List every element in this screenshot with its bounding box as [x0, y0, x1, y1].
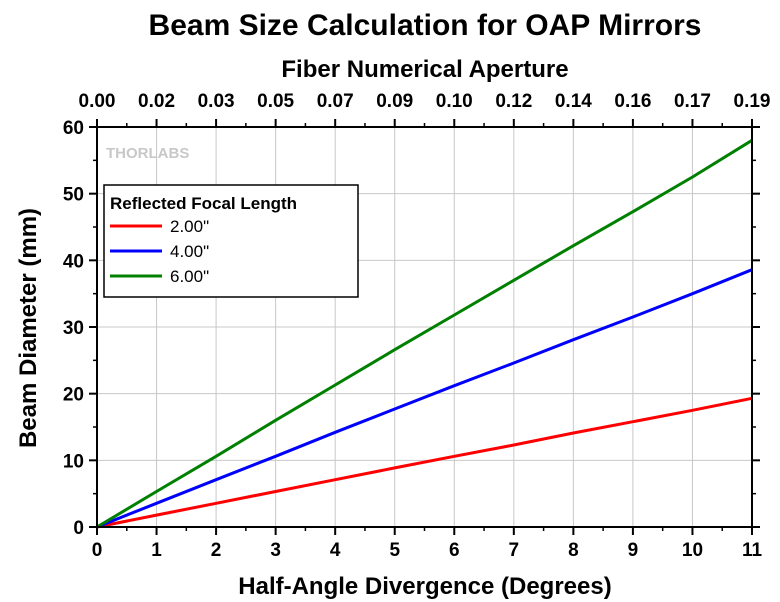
- x-tick-label: 5: [389, 540, 400, 561]
- series-line-2: [96, 268, 753, 529]
- axis-ticks: [89, 119, 760, 535]
- x-tick-label: 2: [211, 540, 222, 561]
- y-tick-label: 10: [63, 451, 84, 472]
- legend-label: 2.00": [170, 217, 209, 236]
- y-tick-labels: 0 10 20 30 40 50 60: [63, 118, 84, 539]
- y-tick-label: 50: [63, 185, 84, 206]
- x-tick-label: 1: [151, 540, 162, 561]
- thorlabs-watermark: THORLABS: [106, 145, 189, 162]
- legend: Reflected Focal Length 2.00" 4.00" 6.00": [103, 184, 359, 298]
- y-tick-label: 20: [63, 385, 84, 406]
- x-tick-labels: 0 1 2 3 4 5 6 7 8 9 10 11: [92, 540, 763, 561]
- series-lines: [96, 139, 753, 529]
- series-line-1: [96, 396, 753, 529]
- chart-title: Beam Size Calculation for OAP Mirrors: [149, 9, 702, 42]
- y-tick-label: 30: [63, 318, 84, 339]
- x-tick-label: 6: [449, 540, 460, 561]
- y-tick-label: 40: [63, 251, 84, 272]
- legend-title: Reflected Focal Length: [110, 194, 297, 213]
- x-axis-title: Half-Angle Divergence (Degrees): [238, 573, 611, 600]
- top-tick-label: 0.14: [555, 91, 592, 112]
- legend-label: 6.00": [170, 267, 209, 286]
- x-tick-label: 7: [509, 540, 520, 561]
- legend-box: [103, 184, 359, 298]
- top-tick-label: 0.02: [138, 91, 175, 112]
- top-tick-label: 0.19: [734, 91, 771, 112]
- top-tick-label: 0.12: [495, 91, 532, 112]
- y-axis-title: Beam Diameter (mm): [15, 208, 42, 448]
- top-tick-label: 0.03: [198, 91, 235, 112]
- top-tick-label: 0.17: [674, 91, 711, 112]
- grid-lines: [97, 127, 752, 527]
- top-axis-title: Fiber Numerical Aperture: [281, 56, 568, 83]
- legend-items: 2.00" 4.00" 6.00": [110, 217, 209, 286]
- x-tick-label: 0: [92, 540, 103, 561]
- x-tick-label: 3: [270, 540, 281, 561]
- top-tick-labels: 0.00 0.02 0.03 0.05 0.07 0.09 0.10 0.12 0.14 0.16…: [79, 91, 771, 112]
- x-tick-label: 8: [568, 540, 579, 561]
- y-tick-label: 60: [63, 118, 84, 139]
- x-tick-label: 11: [742, 540, 763, 561]
- x-tick-label: 10: [682, 540, 703, 561]
- top-tick-label: 0.05: [257, 91, 294, 112]
- x-tick-label: 4: [330, 540, 341, 561]
- top-tick-label: 0.10: [436, 91, 473, 112]
- top-tick-label: 0.16: [614, 91, 651, 112]
- x-tick-label: 9: [628, 540, 639, 561]
- y-tick-label: 0: [73, 518, 84, 539]
- legend-label: 4.00": [170, 242, 209, 261]
- top-tick-label: 0.07: [317, 91, 354, 112]
- top-tick-label: 0.09: [376, 91, 413, 112]
- series-line-3: [96, 139, 753, 529]
- top-tick-label: 0.00: [79, 91, 116, 112]
